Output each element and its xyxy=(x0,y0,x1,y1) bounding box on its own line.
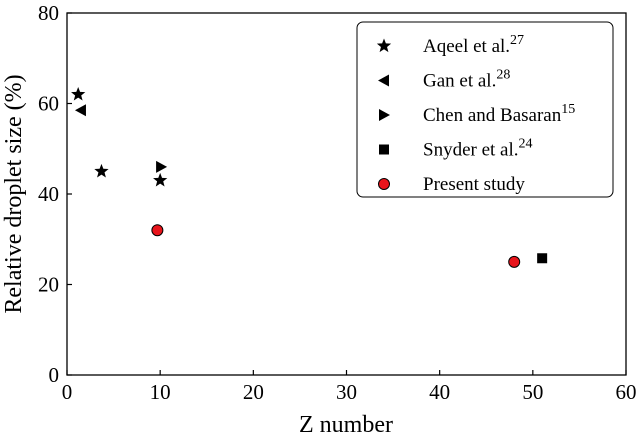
data-point-star xyxy=(71,86,86,101)
legend-label: Present study xyxy=(423,174,525,195)
x-tick-label: 0 xyxy=(62,380,73,404)
y-tick-label: 80 xyxy=(38,1,59,25)
x-tick-label: 30 xyxy=(336,380,357,404)
y-axis-title: Relative droplet size (%) xyxy=(1,74,27,313)
legend-label: Snyder et al.24 xyxy=(423,137,533,161)
y-tick-label: 20 xyxy=(38,273,59,297)
legend-marker-square xyxy=(379,144,389,155)
data-point-triangle-right xyxy=(156,160,168,173)
x-tick-label: 10 xyxy=(150,380,171,404)
data-point-circle xyxy=(508,255,521,268)
legend-label: Aqeel et al.27 xyxy=(423,33,524,57)
data-point-star xyxy=(94,163,109,178)
legend-label: Gan et al.28 xyxy=(423,68,510,92)
y-tick-label: 0 xyxy=(49,363,60,387)
data-point-star xyxy=(153,172,168,187)
data-points xyxy=(71,86,548,268)
x-axis-title: Z number xyxy=(299,412,393,437)
legend-marker-circle xyxy=(378,178,390,190)
legend: Aqeel et al.27 Gan et al.28 Chen and Basar… xyxy=(356,21,614,198)
legend-box xyxy=(356,21,614,198)
x-tick-label: 50 xyxy=(522,380,543,404)
y-axis-ticks: 0 20 40 60 80 xyxy=(38,1,72,387)
legend-label: Chen and Basaran15 xyxy=(423,102,575,126)
legend-marker-triangle-right xyxy=(379,109,390,121)
data-point-triangle-left xyxy=(74,104,86,117)
legend-marker-star xyxy=(376,38,392,53)
y-tick-label: 60 xyxy=(38,92,59,116)
y-tick-label: 40 xyxy=(38,182,59,206)
x-tick-label: 20 xyxy=(243,380,264,404)
x-tick-label: 60 xyxy=(616,380,637,404)
x-tick-label: 40 xyxy=(429,380,450,404)
legend-marker-triangle-left xyxy=(378,74,389,87)
data-point-square xyxy=(537,253,548,264)
data-point-circle xyxy=(151,224,164,237)
x-axis-ticks: 0 10 20 30 40 50 60 xyxy=(62,370,637,404)
